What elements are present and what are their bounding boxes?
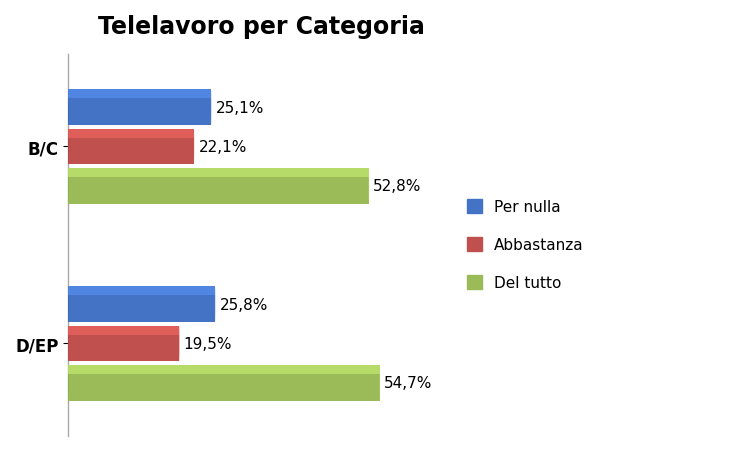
Bar <box>68 287 215 322</box>
Title: Telelavoro per Categoria: Telelavoro per Categoria <box>98 15 425 39</box>
Text: 52,8%: 52,8% <box>373 179 421 194</box>
Bar <box>68 326 179 335</box>
Text: 22,1%: 22,1% <box>198 140 247 155</box>
Bar <box>68 326 179 361</box>
Text: 19,5%: 19,5% <box>184 336 232 351</box>
Legend: Per nulla, Abbastanza, Del tutto: Per nulla, Abbastanza, Del tutto <box>466 200 584 291</box>
Bar <box>68 287 215 295</box>
Bar <box>68 90 211 99</box>
Text: 54,7%: 54,7% <box>384 376 433 391</box>
Text: 25,8%: 25,8% <box>219 297 268 312</box>
Bar <box>68 169 369 204</box>
Text: 25,1%: 25,1% <box>216 100 264 115</box>
Bar <box>68 129 194 138</box>
Bar <box>68 169 369 178</box>
Bar <box>68 365 379 400</box>
Bar <box>68 90 211 125</box>
Bar <box>68 129 194 165</box>
Bar <box>68 365 379 374</box>
